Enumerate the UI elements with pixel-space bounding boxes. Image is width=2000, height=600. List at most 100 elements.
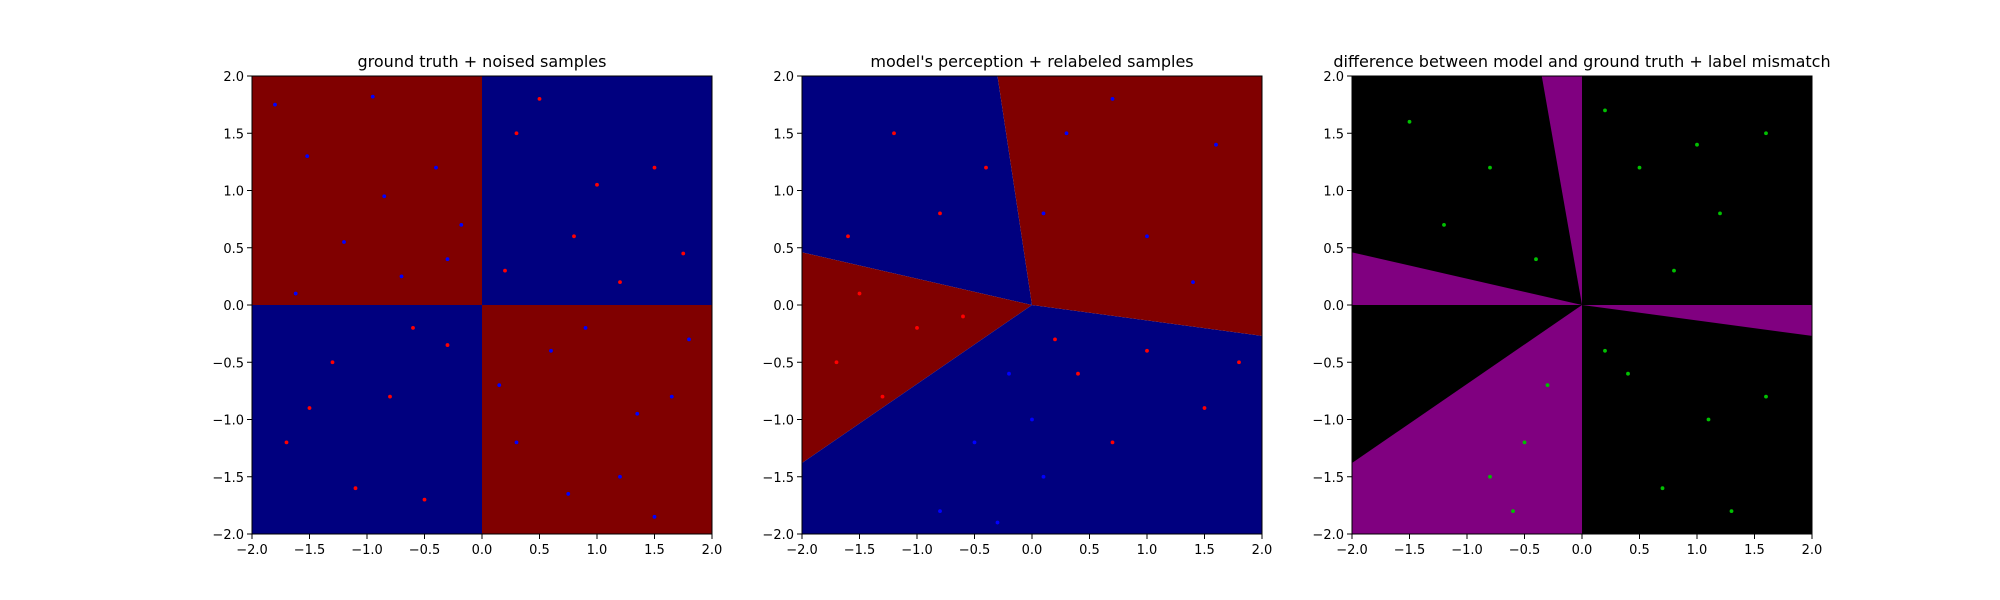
c2-ytick-label-4: 0.0 <box>773 299 794 314</box>
c3-series-0-point-9 <box>1695 142 1699 147</box>
c3-series-0-point-0 <box>1407 119 1412 124</box>
c2-ytick-label-8: 2.0 <box>773 70 794 85</box>
c1-series-1-point-14 <box>411 326 415 330</box>
c2-xtick-label-3: −0.5 <box>959 543 991 558</box>
c1-xtick-label-0: −2.0 <box>236 543 268 558</box>
c3-series-0-point-14 <box>1729 509 1734 513</box>
c3-xtick-label-2: −1.0 <box>1451 543 1483 558</box>
c1-series-0-point-8 <box>382 194 387 199</box>
c2-series-1-point-10 <box>1030 417 1034 422</box>
c3-xtick-label-3: −0.5 <box>1509 543 1541 558</box>
c3-ytick-label-0: −2.0 <box>1312 528 1344 543</box>
chart-3-title: difference between model and ground trut… <box>1333 52 1830 71</box>
c1-xtick-label-4: 0.0 <box>472 543 493 558</box>
c1-series-0-point-18 <box>566 492 571 496</box>
c1-series-0-point-5 <box>434 165 438 170</box>
chart-3-plot-area: −2.0 −1.5 −1.0 −0.5 0.0 0.5 1.0 1.5 2.0 −2.0 −1.5 −… <box>1312 70 1822 558</box>
c1-ytick-label-5: 0.5 <box>223 242 244 257</box>
c2-series-1-point-11 <box>995 520 1000 525</box>
c1-ytick-label-0: −2.0 <box>212 528 244 543</box>
chart-2-plot-area: −2.0 −1.5 −1.0 −0.5 0.0 0.5 1.0 1.5 2.0 −2.0 −1.5 −… <box>762 70 1272 558</box>
c3-series-0-point-4 <box>1637 165 1642 170</box>
c2-series-1-point-8 <box>1041 474 1046 479</box>
c1-ytick-label-3: −0.5 <box>212 356 244 371</box>
c1-series-1-point-15 <box>307 406 312 410</box>
c3-ytick-label-1: −1.5 <box>1312 471 1344 486</box>
c1-series-0-point-15 <box>652 514 657 519</box>
c3-series-0-point-3 <box>1534 257 1538 262</box>
c3-series-0-point-11 <box>1706 417 1711 422</box>
c1-ytick-label-4: 0.0 <box>223 299 244 314</box>
c3-series-0-point-6 <box>1672 268 1676 273</box>
c3-ytick-label-7: 1.5 <box>1323 127 1344 142</box>
c2-series-1-point-5 <box>1110 97 1115 101</box>
c3-series-0-point-15 <box>1603 348 1607 353</box>
c2-series-1-point-1 <box>1145 234 1149 239</box>
c2-series-1-point-2 <box>1214 142 1218 147</box>
c2-series-1-point-0 <box>1064 131 1069 136</box>
chart-1: ground truth + noised samples −2.0 −1.5 −1… <box>212 52 722 558</box>
c3-series-0-point-16 <box>1522 440 1527 445</box>
c3-ytick-label-2: −1.0 <box>1312 414 1344 429</box>
c2-xtick-label-2: −1.0 <box>901 543 933 558</box>
c3-ytick-label-4: 0.0 <box>1323 299 1344 314</box>
c3-xtick-label-6: 1.0 <box>1687 543 1708 558</box>
c2-series-1-point-4 <box>1191 280 1195 284</box>
c1-region-3 <box>482 305 712 534</box>
c3-ytick-label-5: 0.5 <box>1323 242 1344 257</box>
chart-1-plot-area: −2.0 −1.5 −1.0 −0.5 0.0 0.5 1.0 1.5 2.0 −2.0 −1.5 −… <box>212 70 722 558</box>
c1-ytick-label-7: 1.5 <box>223 127 244 142</box>
c3-xtick-label-0: −2.0 <box>1336 543 1368 558</box>
c2-series-1-point-6 <box>1007 371 1011 376</box>
c2-region-3 <box>997 76 1262 336</box>
c1-region-2 <box>252 305 482 534</box>
c1-series-0-point-12 <box>669 394 674 399</box>
c1-series-0-point-0 <box>273 102 277 107</box>
c1-series-0-point-3 <box>370 94 375 99</box>
c2-xtick-label-1: −1.5 <box>844 543 876 558</box>
c1-series-0-point-14 <box>583 326 588 330</box>
c1-region-1 <box>482 76 712 305</box>
chart-2-title: model's perception + relabeled samples <box>870 52 1193 71</box>
c1-xtick-label-7: 1.5 <box>644 543 665 558</box>
c1-series-0-point-19 <box>635 411 640 416</box>
c2-ytick-label-3: −0.5 <box>762 356 794 371</box>
c2-ytick-label-6: 1.0 <box>773 185 794 200</box>
c2-series-0-point-0 <box>892 131 896 136</box>
c1-ytick-label-2: −1.0 <box>212 414 244 429</box>
c1-series-1-point-1 <box>572 234 576 239</box>
c1-series-0-point-1 <box>305 154 310 159</box>
c2-series-0-point-11 <box>1202 406 1207 410</box>
c2-region-0 <box>802 76 1032 305</box>
c3-series-0-point-10 <box>1626 371 1630 376</box>
c2-ytick-label-0: −2.0 <box>762 528 794 543</box>
c3-region-0 <box>1541 76 1582 305</box>
c3-series-0-point-8 <box>1603 108 1607 113</box>
c1-xtick-label-3: −0.5 <box>409 543 441 558</box>
c1-ytick-label-8: 2.0 <box>223 70 244 85</box>
c1-series-0-point-10 <box>549 348 553 353</box>
chart-1-title: ground truth + noised samples <box>358 52 607 71</box>
c3-ytick-label-3: −0.5 <box>1312 356 1344 371</box>
chart-3: difference between model and ground trut… <box>1312 52 1830 558</box>
c3-series-0-point-12 <box>1660 486 1665 491</box>
c1-series-1-point-0 <box>514 131 519 136</box>
c2-series-0-point-5 <box>915 326 919 330</box>
c2-series-0-point-1 <box>938 211 942 216</box>
c3-xtick-label-7: 1.5 <box>1744 543 1765 558</box>
c3-series-0-point-18 <box>1545 383 1550 388</box>
c2-series-0-point-9 <box>1076 371 1080 376</box>
c2-series-1-point-3 <box>1041 211 1046 216</box>
c1-series-1-point-8 <box>330 360 335 365</box>
c2-region-1 <box>802 252 1032 464</box>
c2-series-0-point-2 <box>846 234 850 239</box>
c2-xtick-label-6: 1.0 <box>1137 543 1158 558</box>
c1-series-1-point-13 <box>353 486 358 491</box>
c1-series-1-point-10 <box>388 394 392 399</box>
c2-series-1-point-7 <box>972 440 977 445</box>
c1-ytick-label-1: −1.5 <box>212 471 244 486</box>
c1-series-0-point-17 <box>687 337 691 342</box>
c1-series-1-point-3 <box>618 280 622 284</box>
c3-series-0-point-2 <box>1442 222 1446 227</box>
